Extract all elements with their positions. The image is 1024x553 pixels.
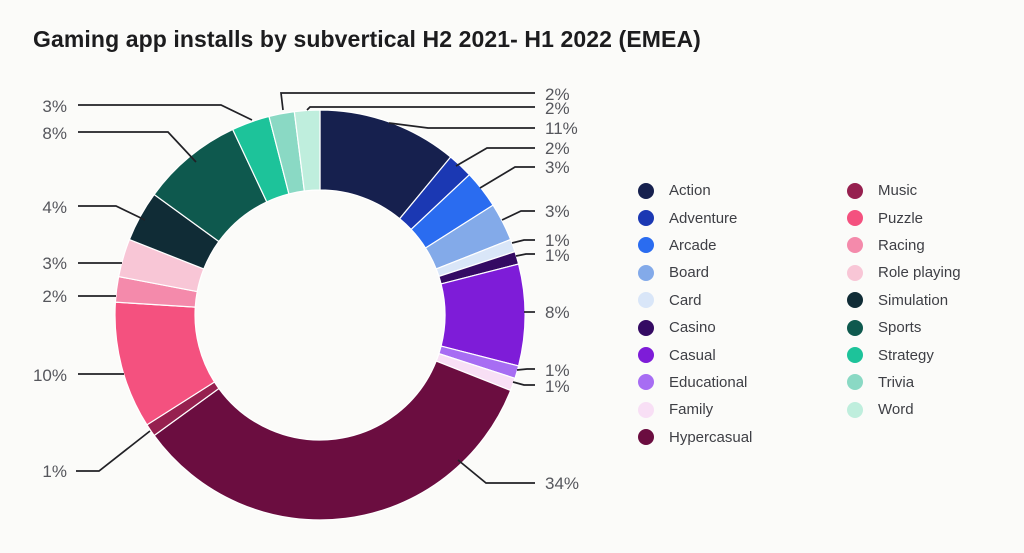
legend-item-hypercasual: Hypercasual: [638, 424, 752, 451]
percent-label-adventure: 2%: [545, 139, 570, 158]
legend-label-casual: Casual: [669, 346, 716, 364]
legend-dot-casual: [638, 347, 654, 364]
percent-label-sports: 8%: [42, 124, 67, 143]
percent-label-strategy: 3%: [42, 97, 67, 116]
leader-line-music: [76, 430, 151, 472]
legend-item-family: Family: [638, 396, 752, 423]
legend-dot-word: [847, 401, 863, 418]
percent-label-hypercasual: 34%: [545, 474, 579, 493]
legend-label-trivia: Trivia: [878, 373, 915, 391]
leader-line-board: [501, 210, 535, 221]
percent-label-card: 1%: [545, 231, 570, 250]
legend-label-family: Family: [669, 401, 714, 419]
legend-dot-simulation: [847, 292, 863, 309]
legend-label-racing: Racing: [878, 236, 925, 254]
legend-label-music: Music: [878, 182, 918, 200]
percent-label-role-playing: 3%: [42, 254, 67, 273]
legend-column-2: Music Puzzle Racing Role playing Simulation S…: [847, 177, 961, 424]
legend-dot-strategy: [847, 347, 863, 364]
legend-item-role-playing: Role playing: [847, 259, 961, 286]
chart-title: Gaming app installs by subvertical H2 20…: [33, 26, 701, 52]
percent-label-trivia: 2%: [545, 85, 570, 104]
legend-item-casual: Casual: [638, 341, 752, 368]
percent-label-racing: 2%: [42, 287, 67, 306]
percent-label-family: 1%: [545, 377, 570, 396]
percent-label-simulation: 4%: [42, 198, 67, 217]
legend-item-strategy: Strategy: [847, 341, 961, 368]
legend-label-arcade: Arcade: [669, 236, 717, 254]
slice-word: [293, 109, 321, 192]
leader-line-casino: [515, 253, 535, 257]
leader-line-word: [306, 106, 535, 111]
legend-item-simulation: Simulation: [847, 287, 961, 314]
legend-item-trivia: Trivia: [847, 369, 961, 396]
legend-item-adventure: Adventure: [638, 204, 752, 231]
leader-line-action: [388, 122, 535, 129]
legend-dot-educational: [638, 374, 654, 391]
legend-dot-music: [847, 182, 863, 199]
percent-label-board: 3%: [545, 202, 570, 221]
leader-line-sports: [78, 131, 197, 163]
leader-line-adventure: [455, 147, 535, 167]
legend-dot-card: [638, 292, 654, 309]
leader-line-educational: [516, 368, 535, 371]
legend-dot-hypercasual: [638, 429, 654, 446]
legend-label-action: Action: [669, 182, 711, 200]
legend-item-casino: Casino: [638, 314, 752, 341]
leader-line-arcade: [479, 166, 535, 189]
legend-dot-racing: [847, 237, 863, 254]
legend-dot-action: [638, 182, 654, 199]
percent-label-educational: 1%: [545, 361, 570, 380]
legend-item-racing: Racing: [847, 232, 961, 259]
leader-line-card: [511, 239, 535, 244]
legend-label-adventure: Adventure: [669, 209, 738, 227]
legend-item-word: Word: [847, 396, 961, 423]
legend-dot-sports: [847, 319, 863, 336]
legend-dot-trivia: [847, 374, 863, 391]
legend-item-card: Card: [638, 287, 752, 314]
leader-line-family: [512, 381, 535, 386]
slice-hypercasual: [153, 360, 512, 521]
percent-label-action: 11%: [545, 119, 578, 138]
legend-label-sports: Sports: [878, 319, 922, 337]
legend-label-role-playing: Role playing: [878, 264, 961, 282]
legend-label-board: Board: [669, 264, 710, 282]
percent-label-music: 1%: [42, 462, 67, 481]
legend-dot-puzzle: [847, 210, 863, 227]
legend-column-1: Action Adventure Arcade Board Card Casino Casu…: [638, 177, 752, 451]
legend-item-board: Board: [638, 259, 752, 286]
legend-item-sports: Sports: [847, 314, 961, 341]
legend-item-action: Action: [638, 177, 752, 204]
legend-label-word: Word: [878, 401, 914, 419]
legend-item-arcade: Arcade: [638, 232, 752, 259]
percent-label-arcade: 3%: [545, 158, 570, 177]
legend-dot-family: [638, 401, 654, 418]
legend-label-puzzle: Puzzle: [878, 209, 924, 227]
leader-line-simulation: [78, 205, 146, 221]
legend-label-casino: Casino: [669, 319, 716, 337]
percent-label-casual: 8%: [545, 303, 570, 322]
legend-label-simulation: Simulation: [878, 291, 949, 309]
legend-label-card: Card: [669, 291, 702, 309]
leader-line-trivia: [280, 92, 535, 111]
legend-dot-role-playing: [847, 264, 863, 281]
legend-dot-adventure: [638, 210, 654, 227]
leader-line-strategy: [78, 104, 253, 121]
legend-dot-casino: [638, 319, 654, 336]
legend-label-educational: Educational: [669, 373, 748, 391]
leader-line-hypercasual: [457, 459, 535, 484]
percent-label-casino: 1%: [545, 246, 570, 265]
legend-label-hypercasual: Hypercasual: [669, 428, 753, 446]
legend-item-educational: Educational: [638, 369, 752, 396]
percent-label-word: 2%: [545, 99, 570, 118]
legend-dot-arcade: [638, 237, 654, 254]
legend-item-puzzle: Puzzle: [847, 204, 961, 231]
legend-dot-board: [638, 264, 654, 281]
percent-label-puzzle: 10%: [33, 366, 67, 385]
legend-item-music: Music: [847, 177, 961, 204]
legend-label-strategy: Strategy: [878, 346, 934, 364]
